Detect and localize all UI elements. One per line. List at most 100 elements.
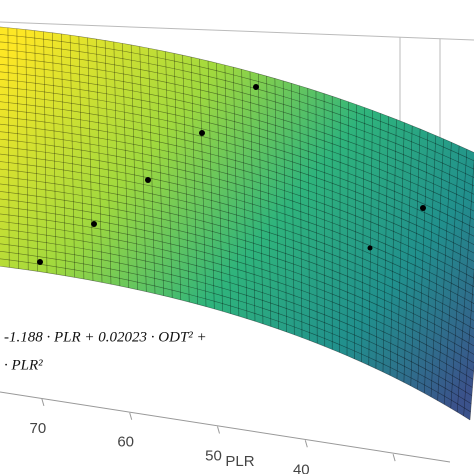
surface-fill [0, 26, 474, 420]
mesh-line [104, 40, 112, 285]
mesh-line [207, 60, 215, 309]
x-tick [129, 412, 133, 420]
x-tick-label: 60 [117, 434, 134, 451]
mesh-line [0, 250, 472, 405]
mesh-line [258, 73, 264, 324]
mesh-line [0, 265, 471, 421]
equation-box [0, 318, 238, 380]
x-tick-label: 70 [30, 420, 47, 437]
mesh-line [16, 28, 20, 269]
mesh-line [224, 65, 232, 314]
mesh-line [0, 93, 474, 229]
axes-box [0, 21, 474, 140]
mesh-line [0, 191, 474, 338]
x-axis [0, 391, 451, 463]
mesh-line [410, 128, 421, 386]
mesh-line [0, 228, 474, 380]
point [91, 221, 97, 227]
x-tick [217, 426, 220, 434]
mesh-line [361, 107, 365, 363]
mesh-line [456, 157, 474, 413]
mesh-line [463, 267, 474, 417]
x-tick-label: 50 [205, 447, 222, 464]
mesh-line [0, 116, 474, 254]
mesh-line [190, 57, 198, 305]
mesh-line [0, 26, 474, 153]
mesh-line [266, 76, 272, 327]
mesh-line [0, 64, 474, 195]
mesh-line [7, 27, 10, 268]
mesh-line [69, 35, 76, 278]
point [253, 84, 259, 90]
mesh-line [368, 110, 373, 366]
point [199, 130, 205, 136]
mesh-line [282, 80, 287, 332]
point [367, 245, 373, 251]
mesh-line [0, 258, 471, 413]
mesh-line [122, 43, 130, 288]
mesh-line [0, 176, 474, 321]
mesh-line [0, 101, 474, 237]
mesh-line [0, 138, 474, 279]
mesh-line [307, 88, 310, 341]
surface [0, 26, 474, 421]
x-tick [392, 453, 396, 462]
mesh-line [0, 123, 474, 262]
mesh-line [87, 37, 94, 281]
mesh-line [232, 67, 240, 317]
mesh-line [469, 364, 474, 421]
mesh-line [0, 161, 474, 304]
mesh-line [450, 149, 468, 409]
mesh-line [0, 41, 474, 170]
mesh-line [389, 119, 397, 376]
mesh-line [443, 145, 460, 405]
mesh-line [346, 101, 349, 356]
mesh-line [0, 236, 473, 388]
mesh-line [52, 32, 57, 275]
mesh-line [0, 56, 474, 187]
data-points [37, 84, 426, 265]
mesh-line [216, 62, 223, 312]
mesh-line [299, 85, 303, 338]
mesh-line [165, 51, 173, 298]
x-tick-label: 40 [293, 461, 310, 474]
mesh-line [0, 243, 473, 396]
mesh-line [0, 153, 474, 296]
mesh-line [339, 98, 341, 353]
mesh-line [78, 36, 85, 280]
mesh-line [0, 183, 474, 330]
mesh-line [0, 71, 474, 204]
point [37, 259, 43, 265]
mesh-line [403, 125, 413, 383]
mesh-line [241, 69, 248, 319]
point [420, 205, 426, 211]
mesh-line [34, 30, 38, 272]
mesh-line [96, 39, 103, 283]
mesh-line [25, 29, 29, 271]
mesh-line [430, 138, 444, 397]
x-axis-label: PLR [225, 453, 254, 470]
mesh-line [0, 221, 474, 372]
x-tick [304, 440, 308, 448]
mesh-line [0, 34, 474, 162]
mesh-line [0, 198, 474, 347]
mesh-line [0, 146, 474, 288]
mesh-line [417, 132, 429, 390]
mesh-line [0, 78, 474, 212]
equation-line: · PLR² [4, 357, 43, 373]
mesh-line [199, 58, 207, 307]
point [145, 177, 151, 183]
mesh-line [291, 83, 295, 335]
x-tick [41, 398, 45, 407]
mesh-line [274, 78, 280, 330]
mesh-line [0, 213, 474, 364]
mesh-line [0, 131, 474, 271]
mesh-line [173, 53, 182, 300]
mesh-line [43, 31, 48, 273]
mesh-line [437, 142, 452, 401]
mesh-line [113, 41, 121, 286]
mesh-line [249, 71, 256, 322]
mesh-line [424, 135, 437, 394]
mesh-line [0, 168, 474, 313]
